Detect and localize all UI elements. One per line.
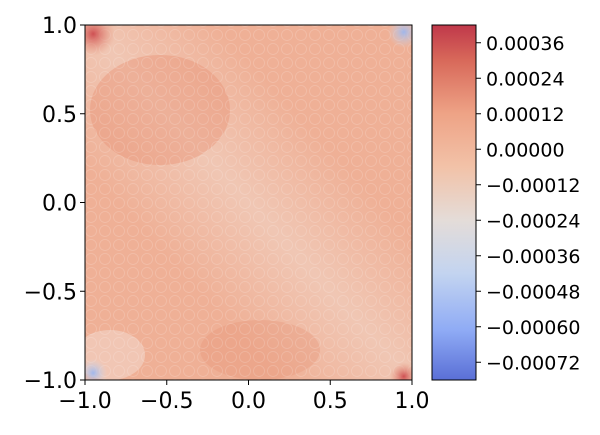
heatmap-hotspot <box>389 362 412 380</box>
colorbar-tick-label: −0.00060 <box>486 317 581 339</box>
x-tick-label: 1.0 <box>395 389 430 414</box>
colorbar-tick-label: 0.00024 <box>486 68 565 90</box>
x-axis: −1.0 −0.5 0.0 0.5 1.0 <box>58 380 430 414</box>
y-tick-label: 0.0 <box>42 192 77 217</box>
colorbar-tick-label: 0.00036 <box>486 33 565 55</box>
heatmap-texture <box>85 25 412 380</box>
colorbar-tick-label: 0.00000 <box>486 139 565 161</box>
heatmap-coldspot <box>85 358 108 380</box>
heatmap-field <box>85 25 412 380</box>
heatmap-hotspot <box>85 25 116 56</box>
y-tick-label: 0.5 <box>42 103 77 128</box>
y-tick-label: 1.0 <box>42 14 77 39</box>
colorbar-axis: 0.00036 0.00024 0.00012 0.00000 −0.00012 −0.0… <box>476 33 581 374</box>
x-tick-label: 0.0 <box>231 389 266 414</box>
x-tick-label: −1.0 <box>58 389 111 414</box>
colorbar-tick-label: −0.00024 <box>486 210 581 232</box>
colorbar-tick-label: −0.00012 <box>486 175 581 197</box>
x-tick-label: −0.5 <box>140 389 193 414</box>
colorbar-tick-label: −0.00036 <box>486 246 581 268</box>
y-axis: 1.0 0.5 0.0 −0.5 −1.0 <box>24 14 85 394</box>
colorbar-tick-label: −0.00048 <box>486 281 581 303</box>
colorbar <box>431 24 477 381</box>
colorbar-tick-label: 0.00012 <box>486 104 565 126</box>
colorbar-tick-label: −0.00072 <box>486 352 581 374</box>
y-tick-label: −0.5 <box>24 280 77 305</box>
x-tick-label: 0.5 <box>313 389 348 414</box>
y-tick-label: −1.0 <box>24 369 77 394</box>
heatmap-coldspot <box>387 25 412 49</box>
